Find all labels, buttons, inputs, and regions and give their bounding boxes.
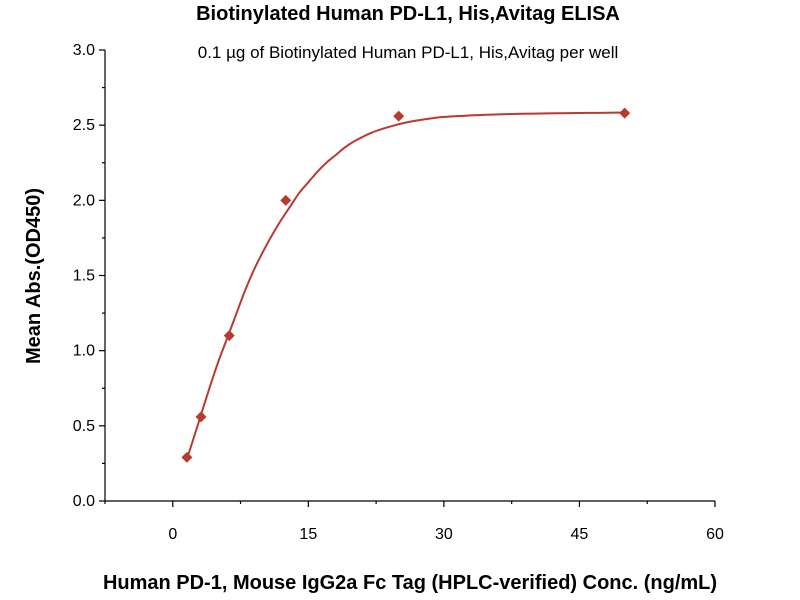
- data-point: [619, 107, 631, 119]
- y-tick-label: 1.5: [73, 268, 95, 285]
- y-tick-label: 2.5: [73, 117, 95, 134]
- y-tick-label: 0.0: [73, 493, 95, 510]
- chart-subtitle: 0.1 µg of Biotinylated Human PD-L1, His,…: [198, 43, 619, 62]
- x-axis-ticks: 0 15 30 45 60: [104, 501, 724, 543]
- chart-title: Biotinylated Human PD-L1, His,Avitag ELI…: [196, 3, 620, 25]
- y-axis-label: Mean Abs.(OD450): [23, 188, 45, 364]
- x-tick-label: 30: [435, 526, 453, 543]
- y-axis-ticks: 0.0 0.5 1.0 1.5 2.0 2.5 3.0: [73, 42, 105, 510]
- data-point: [393, 110, 405, 122]
- data-point: [181, 451, 193, 463]
- y-tick-label: 1.0: [73, 343, 95, 360]
- data-point: [223, 330, 235, 342]
- x-tick-label: 15: [299, 526, 317, 543]
- x-tick-label: 60: [706, 526, 724, 543]
- y-tick-label: 0.5: [73, 418, 95, 435]
- y-tick-label: 2.0: [73, 192, 95, 209]
- data-points: [181, 107, 631, 463]
- data-point: [280, 194, 292, 206]
- fit-curve: [185, 111, 625, 461]
- x-tick-label: 0: [168, 526, 177, 543]
- plot-area: 0.0 0.5 1.0 1.5 2.0 2.5 3.0 0 15 30 45 60: [73, 42, 724, 543]
- x-axis-label: Human PD-1, Mouse IgG2a Fc Tag (HPLC-ver…: [103, 572, 717, 594]
- y-tick-label: 3.0: [73, 42, 95, 59]
- x-tick-label: 45: [571, 526, 589, 543]
- data-point: [195, 411, 207, 423]
